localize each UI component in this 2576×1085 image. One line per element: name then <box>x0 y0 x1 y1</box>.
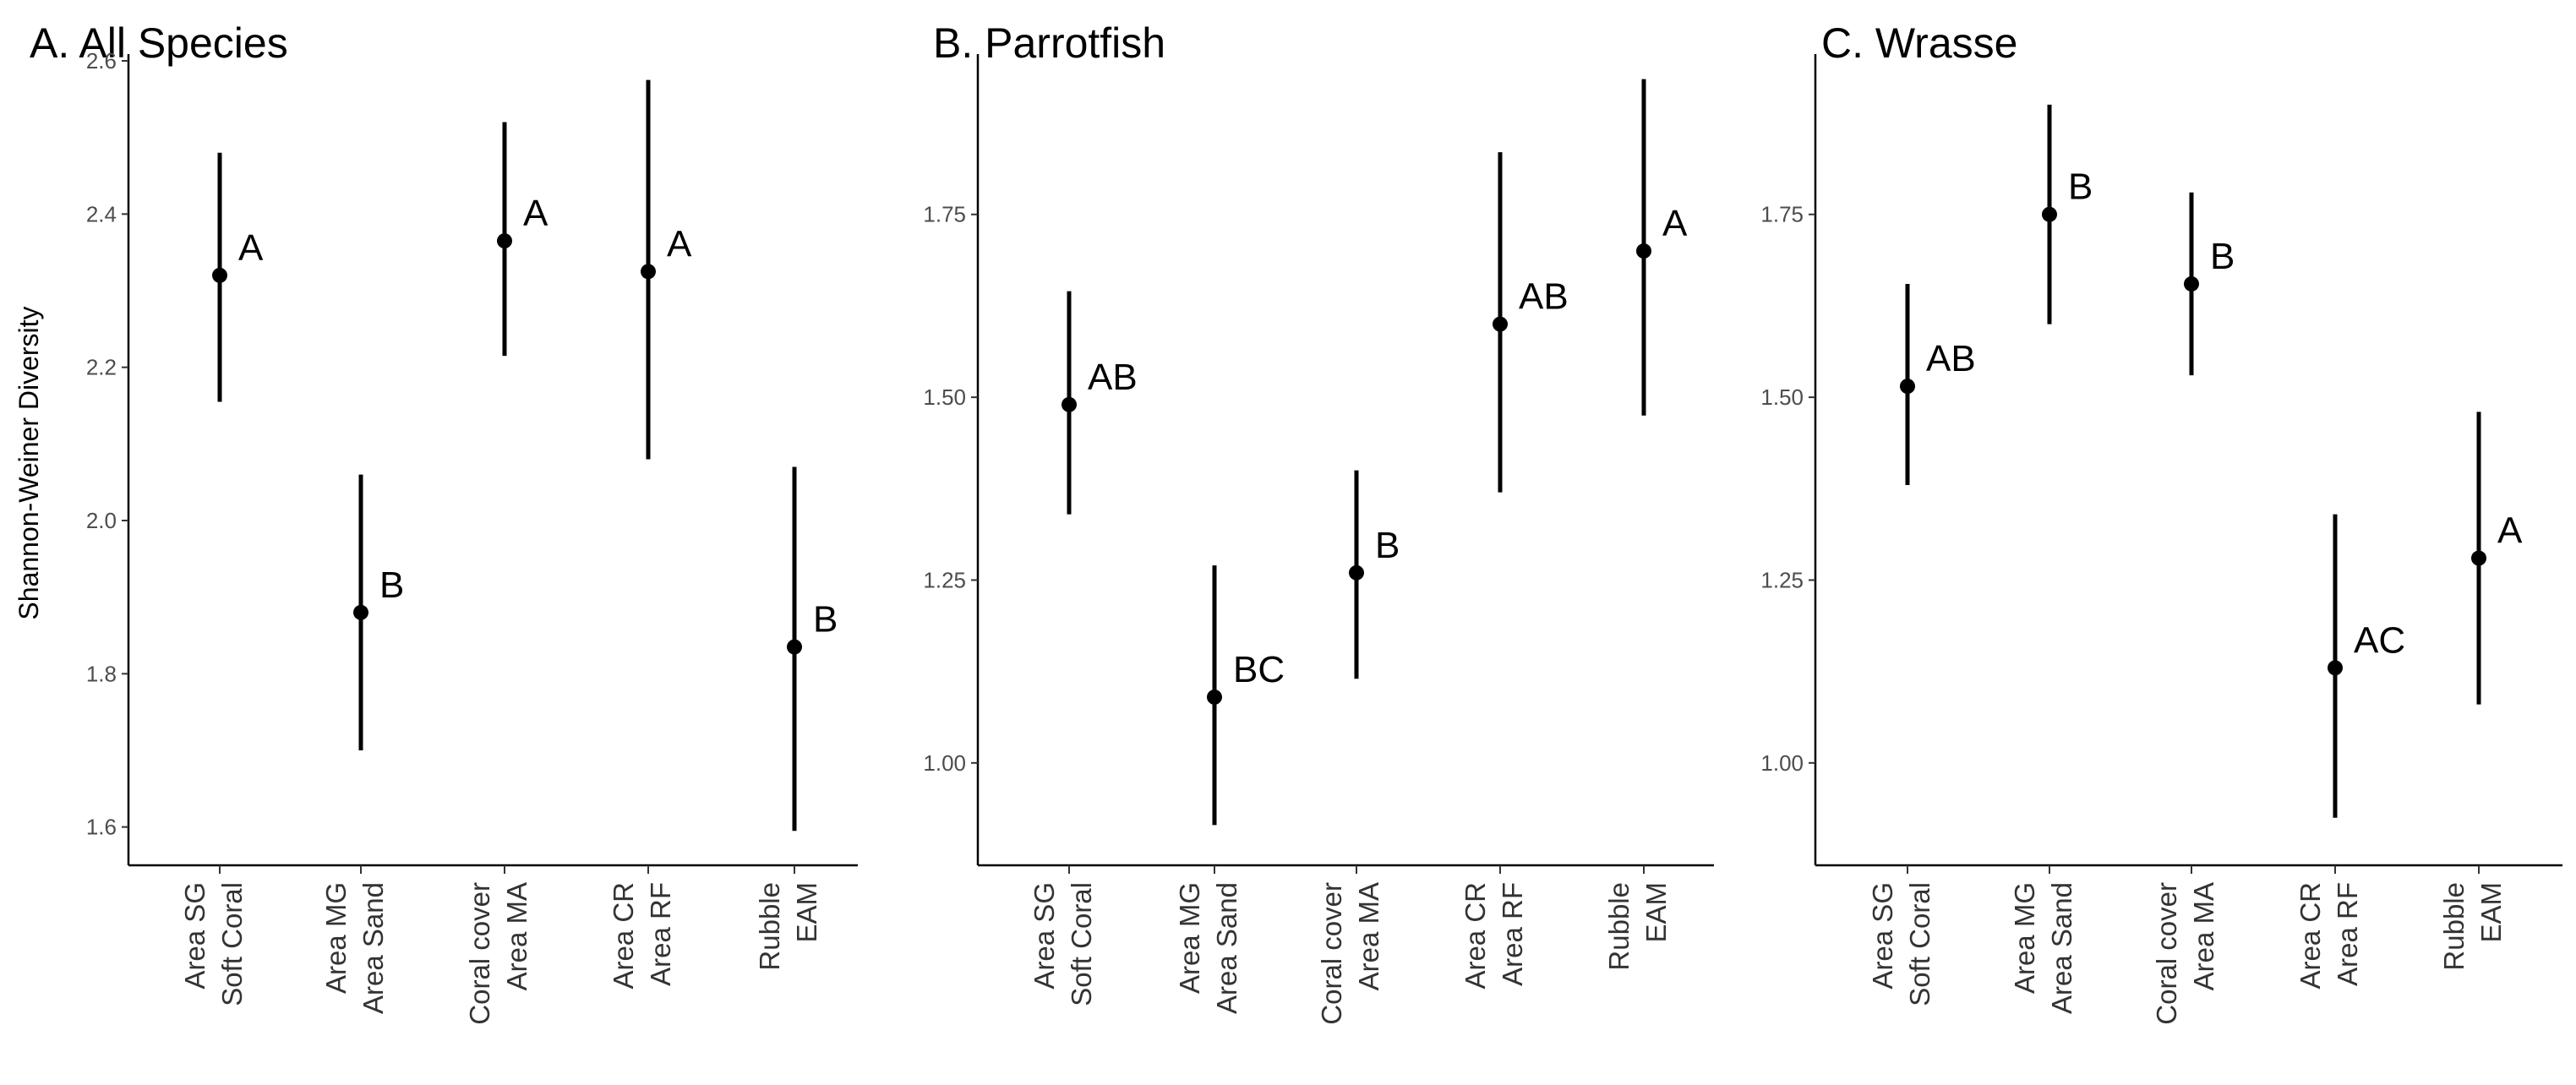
significance-label: AC <box>2354 619 2405 661</box>
data-point <box>787 639 802 655</box>
data-point <box>1493 316 1508 332</box>
y-tick-label: 1.8 <box>86 661 117 686</box>
y-tick-label: 1.25 <box>923 567 966 592</box>
x-category-label-line1: Rubble <box>754 882 785 971</box>
data-point <box>641 264 656 280</box>
y-tick-label: 1.75 <box>1760 202 1804 227</box>
y-tick-label: 2.6 <box>86 48 117 74</box>
y-tick-label: 2.0 <box>86 508 117 533</box>
x-category-label-line1: Coral cover <box>2151 882 2182 1025</box>
significance-label: A <box>238 227 264 269</box>
x-category-label-line1: Area MG <box>2009 882 2040 994</box>
x-category-label-line2: Area RF <box>645 882 676 986</box>
x-category-label-line2: Soft Coral <box>216 882 248 1006</box>
data-point <box>212 267 227 283</box>
x-category-label-line1: Coral cover <box>1316 882 1347 1025</box>
x-category-label-line2: Area MA <box>2188 882 2219 990</box>
data-point <box>1349 564 1364 581</box>
data-point <box>353 604 368 620</box>
x-category-label-line1: Area SG <box>1867 882 1898 990</box>
chart-panel-1: A. All Species 1.6 1.8 2.0 2.2 2.4 2.6 Shannon-… <box>14 19 858 1025</box>
significance-label: B <box>1375 525 1400 566</box>
x-category-label-line2: Soft Coral <box>1904 882 1935 1006</box>
y-axis-label: Shannon-Weiner Diversity <box>14 306 44 619</box>
y-tick-label: 1.50 <box>1760 384 1804 410</box>
x-category-label-line1: Area CR <box>1460 882 1491 990</box>
x-category-label-line1: Area MG <box>1174 882 1205 994</box>
significance-label: B <box>2068 166 2093 208</box>
x-category-label-line2: Area Sand <box>1211 882 1242 1014</box>
significance-label: A <box>2497 510 2523 552</box>
x-category-label-line2: Soft Coral <box>1066 882 1097 1006</box>
data-point <box>1636 243 1651 259</box>
x-category-label-line1: Area CR <box>2295 882 2326 990</box>
chart-panel-3: C. Wrasse 1.00 1.25 1.50 1.75 Area SG Soft Cor… <box>1760 19 2562 1025</box>
significance-label: AB <box>1088 357 1138 398</box>
x-category-label-line1: Coral cover <box>464 882 495 1025</box>
x-category-label-line2: EAM <box>2475 882 2507 943</box>
y-tick-label: 1.25 <box>1760 567 1804 592</box>
significance-label: AB <box>1926 338 1976 379</box>
data-point <box>2328 660 2343 676</box>
y-tick-label: 2.2 <box>86 355 117 380</box>
x-category-label-line2: Area RF <box>2332 882 2363 986</box>
x-category-label-line2: Area MA <box>501 882 532 990</box>
x-category-label-line2: Area RF <box>1497 882 1528 986</box>
data-point <box>1062 396 1077 412</box>
y-tick-label: 2.4 <box>86 201 117 226</box>
data-point <box>1207 689 1222 705</box>
x-category-label-line1: Area CR <box>608 882 639 990</box>
y-tick-label: 1.00 <box>923 750 966 776</box>
y-tick-label: 1.50 <box>923 384 966 410</box>
data-point <box>497 233 512 249</box>
y-tick-label: 1.75 <box>923 202 966 227</box>
significance-label: B <box>379 564 404 606</box>
x-category-label-line2: EAM <box>791 882 822 943</box>
x-category-label-line2: EAM <box>1640 882 1672 943</box>
x-category-label-line1: Area SG <box>1029 882 1060 990</box>
significance-label: A <box>1662 203 1688 244</box>
y-tick-label: 1.6 <box>86 815 117 840</box>
panel-title: C. Wrasse <box>1821 19 2017 67</box>
x-category-label-line1: Rubble <box>1603 882 1635 971</box>
significance-label: A <box>667 223 692 264</box>
x-category-label-line1: Rubble <box>2438 882 2470 971</box>
data-point <box>2042 206 2057 222</box>
chart-panel-2: B. Parrotfish 1.00 1.25 1.50 1.75 Area SG Soft… <box>923 19 1714 1025</box>
x-category-label-line1: Area MG <box>320 882 352 994</box>
x-category-label-line2: Area Sand <box>2046 882 2077 1014</box>
x-category-label-line2: Area Sand <box>357 882 389 1014</box>
x-category-label-line2: Area MA <box>1353 882 1384 990</box>
y-tick-label: 1.00 <box>1760 750 1804 776</box>
panel-title: B. Parrotfish <box>933 19 1165 67</box>
significance-label: B <box>2210 236 2235 277</box>
data-point <box>2184 275 2199 292</box>
x-category-label-line1: Area SG <box>179 882 210 990</box>
significance-label: A <box>523 193 548 234</box>
panel-title: A. All Species <box>30 19 288 67</box>
significance-label: BC <box>1233 649 1285 690</box>
significance-label: AB <box>1519 276 1569 318</box>
data-point <box>1900 379 1915 395</box>
significance-label: B <box>813 599 838 641</box>
data-point <box>2471 550 2486 566</box>
